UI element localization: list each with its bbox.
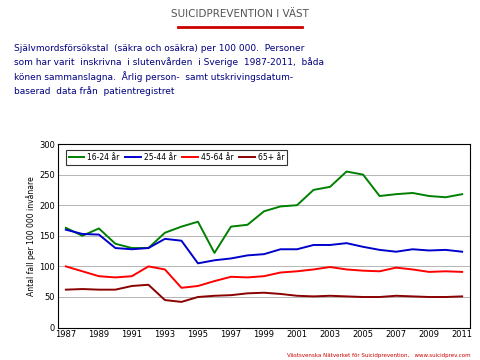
Legend: 16-24 år, 25-44 år, 45-64 år, 65+ år: 16-24 år, 25-44 år, 45-64 år, 65+ år [66,150,288,165]
Text: Självmordsförsökstal  (säkra och osäkra) per 100 000.  Personer
som har varit  i: Självmordsförsökstal (säkra och osäkra) … [14,44,324,96]
Y-axis label: Antal fall per 100 000 invånare: Antal fall per 100 000 invånare [26,176,36,296]
Text: SUICIDPREVENTION I VÄST: SUICIDPREVENTION I VÄST [171,9,309,19]
Text: Västsvenska Nätverket för Suicidprevention,   www.suicidprev.com: Västsvenska Nätverket för Suicidpreventi… [287,353,470,358]
